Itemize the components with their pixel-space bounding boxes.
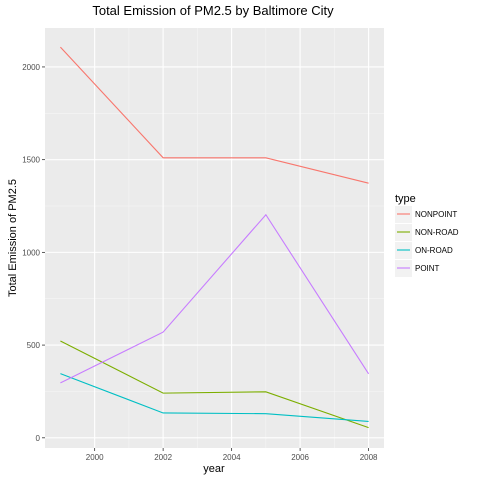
- series-lines: [60, 46, 370, 429]
- legend: type NONPOINT NON-ROAD ON-ROAD POINT: [395, 193, 459, 277]
- y-axis-title: Total Emission of PM2.5: [7, 179, 19, 297]
- y-tick-label: 1500: [22, 156, 40, 165]
- x-tick-label: 2008: [360, 453, 378, 462]
- y-axis-ticks: 0 500 1000 1500 2000: [22, 63, 45, 443]
- x-axis-ticks: 2000 2002 2004 2006 2008: [86, 448, 378, 462]
- y-tick-label: 500: [27, 341, 41, 350]
- x-axis-title: year: [203, 463, 225, 475]
- legend-title: type: [395, 193, 416, 205]
- x-tick-label: 2002: [154, 453, 172, 462]
- legend-label: NONPOINT: [415, 210, 457, 219]
- y-tick-label: 1000: [22, 248, 40, 257]
- minor-grid: [45, 28, 384, 448]
- y-tick-label: 0: [36, 434, 41, 443]
- legend-label: NON-ROAD: [415, 228, 459, 237]
- series-line-non-road: [60, 340, 369, 429]
- x-tick-label: 2000: [86, 453, 104, 462]
- x-tick-label: 2004: [223, 453, 241, 462]
- x-tick-label: 2006: [291, 453, 309, 462]
- series-line-nonpoint: [60, 46, 369, 184]
- series-line-on-road: [60, 373, 369, 423]
- plot-panel: [45, 28, 384, 448]
- legend-items: NONPOINT NON-ROAD ON-ROAD POINT: [395, 206, 459, 277]
- y-tick-label: 2000: [22, 63, 40, 72]
- legend-label: ON-ROAD: [415, 246, 453, 255]
- major-grid: [45, 28, 384, 448]
- legend-label: POINT: [415, 264, 440, 273]
- chart-title: Total Emission of PM2.5 by Baltimore Cit…: [92, 3, 334, 18]
- series-line-point: [60, 213, 370, 384]
